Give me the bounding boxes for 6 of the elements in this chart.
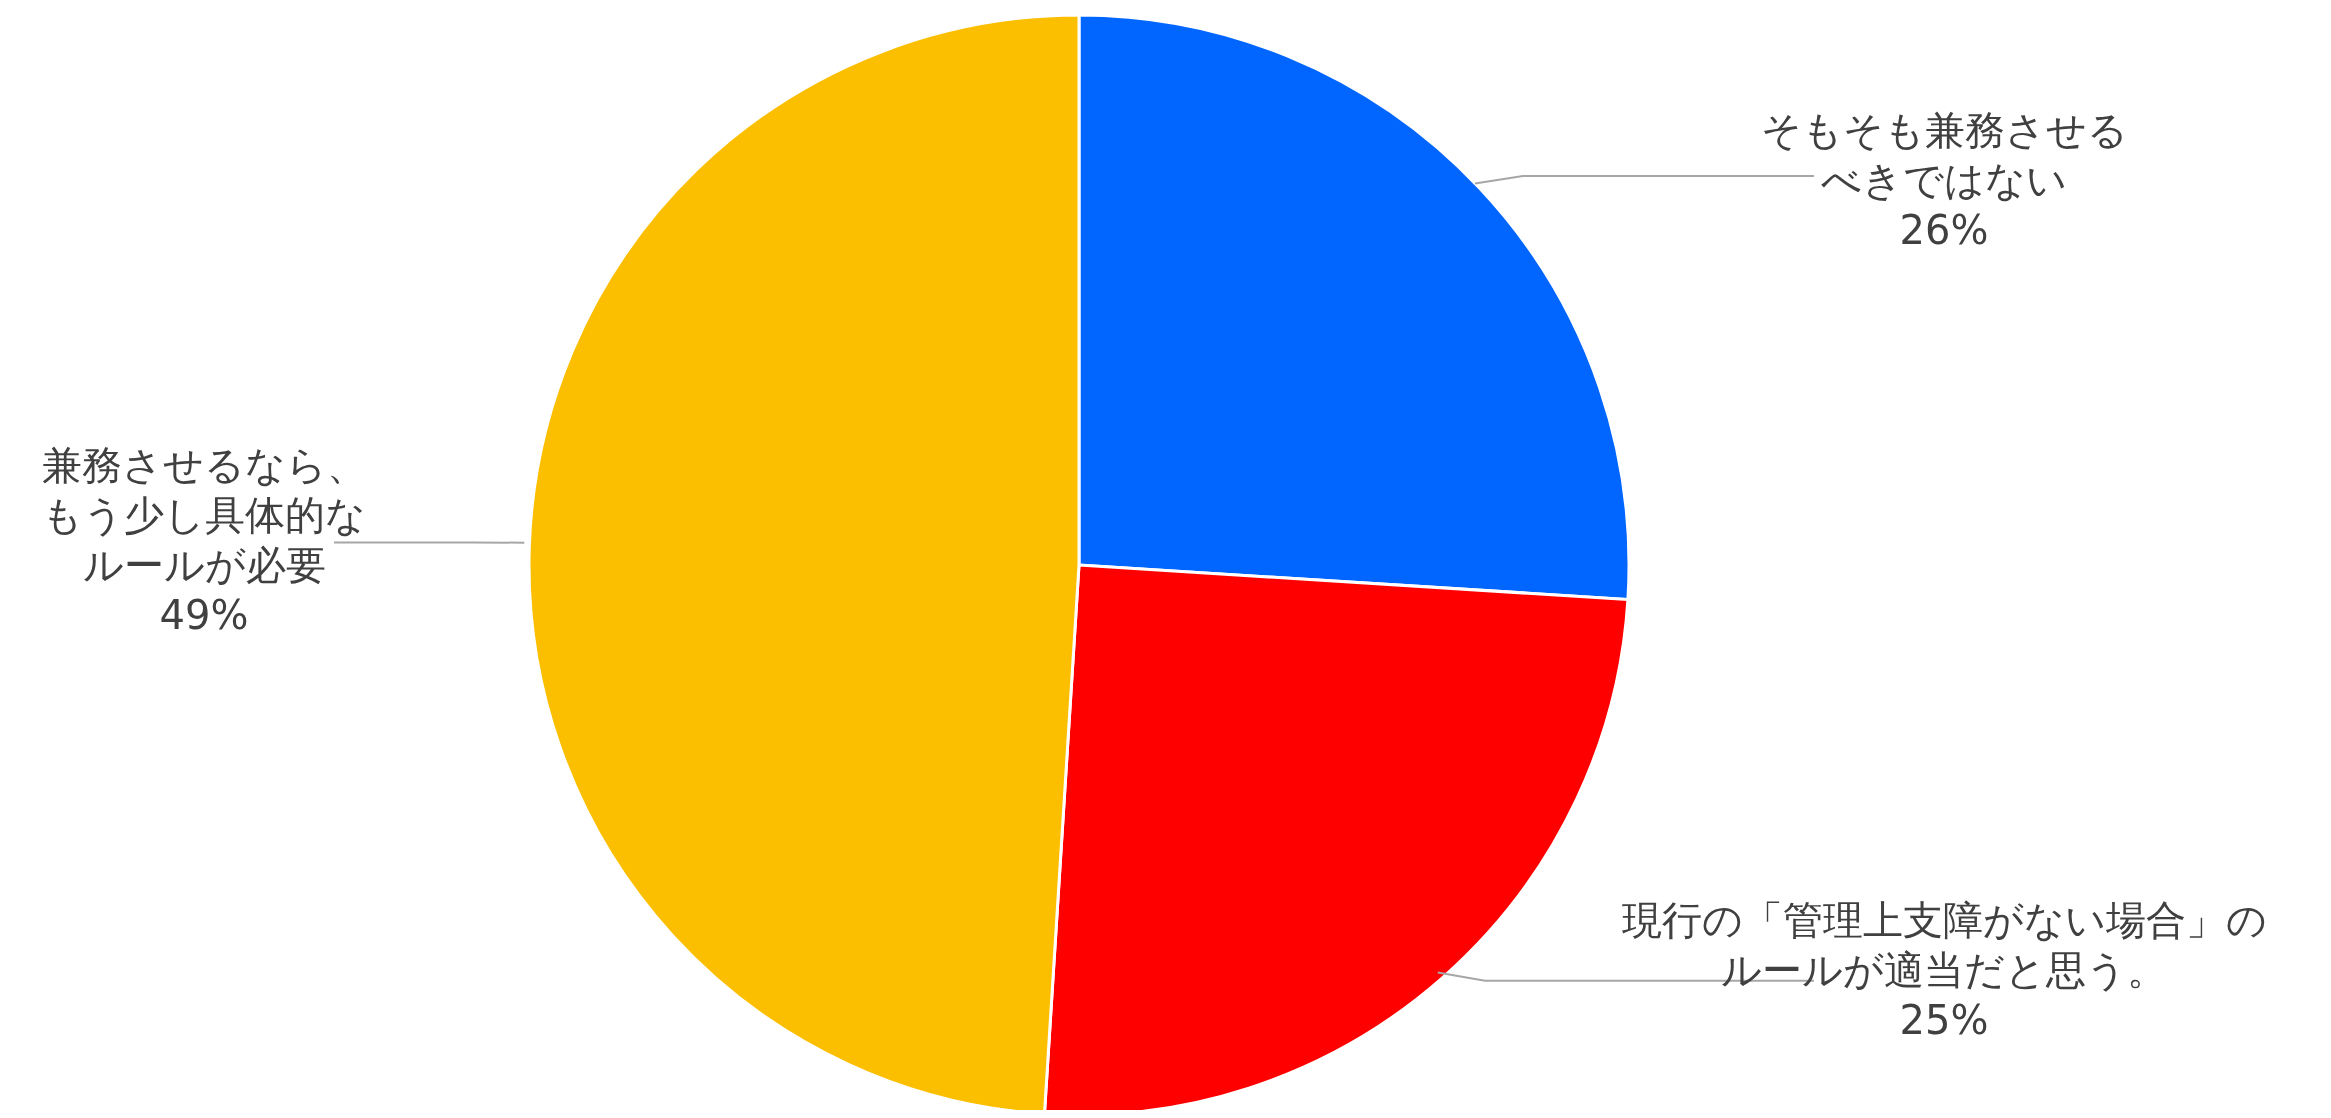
slice-label: 兼務させるなら、もう少し具体的なルールが必要 <box>41 441 367 588</box>
slice-label: 現行の「管理上支障がない場合」のルールが適当だと思う。 <box>1621 896 2267 993</box>
slice-label: そもそも兼務させるべきではない <box>1760 107 2128 204</box>
data-label: 49% <box>159 591 249 638</box>
data-label: 26% <box>1899 207 1989 254</box>
data-label: 25% <box>1899 996 1989 1043</box>
